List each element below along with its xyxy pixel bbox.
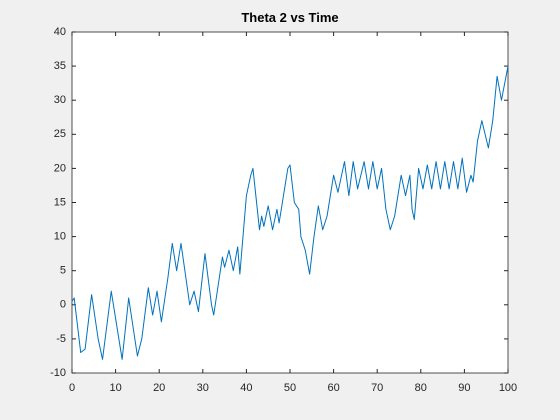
x-tick-label: 100 <box>499 382 517 394</box>
plot-area <box>72 32 508 373</box>
x-tick-label: 60 <box>327 382 339 394</box>
y-tick-label: 35 <box>54 60 66 72</box>
y-tick-label: 25 <box>54 128 66 140</box>
y-tick-label: 30 <box>54 94 66 106</box>
x-tick-label: 20 <box>153 382 165 394</box>
y-tick-label: 5 <box>60 265 66 277</box>
y-tick-label: 40 <box>54 26 66 38</box>
x-tick-label: 0 <box>69 382 75 394</box>
chart-title: Theta 2 vs Time <box>241 10 338 25</box>
y-tick-label: 20 <box>54 162 66 174</box>
x-tick-label: 70 <box>371 382 383 394</box>
y-tick-label: 15 <box>54 196 66 208</box>
x-tick-label: 10 <box>109 382 121 394</box>
axes-box <box>71 31 509 374</box>
y-tick-label: 10 <box>54 231 66 243</box>
x-tick-label: 50 <box>284 382 296 394</box>
y-tick-label: -5 <box>56 333 66 345</box>
y-tick-label: 0 <box>60 299 66 311</box>
x-tick-label: 40 <box>240 382 252 394</box>
x-tick-label: 80 <box>415 382 427 394</box>
x-tick-label: 30 <box>197 382 209 394</box>
y-tick-label: -10 <box>50 367 66 379</box>
data-line <box>71 66 509 360</box>
x-tick-label: 90 <box>458 382 470 394</box>
